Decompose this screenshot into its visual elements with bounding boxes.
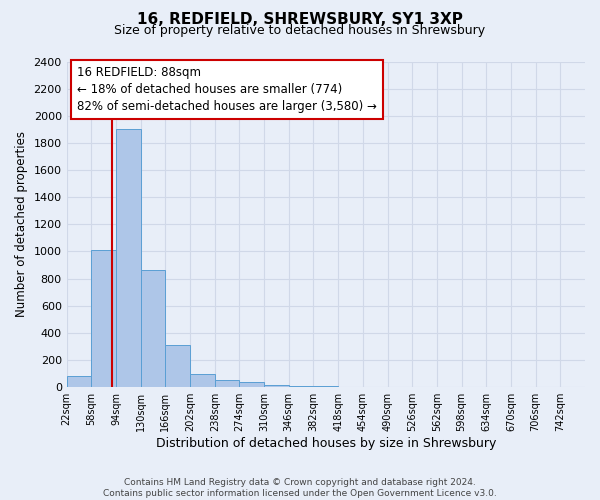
Bar xyxy=(116,130,141,387)
Bar xyxy=(239,382,264,387)
Bar xyxy=(91,250,116,387)
Bar xyxy=(141,270,166,387)
Bar xyxy=(289,386,313,387)
Bar xyxy=(338,386,363,387)
Y-axis label: Number of detached properties: Number of detached properties xyxy=(15,132,28,318)
Text: 16 REDFIELD: 88sqm
← 18% of detached houses are smaller (774)
82% of semi-detach: 16 REDFIELD: 88sqm ← 18% of detached hou… xyxy=(77,66,377,114)
Text: 16, REDFIELD, SHREWSBURY, SY1 3XP: 16, REDFIELD, SHREWSBURY, SY1 3XP xyxy=(137,12,463,28)
Bar xyxy=(67,376,91,387)
Text: Size of property relative to detached houses in Shrewsbury: Size of property relative to detached ho… xyxy=(115,24,485,37)
Text: Contains HM Land Registry data © Crown copyright and database right 2024.
Contai: Contains HM Land Registry data © Crown c… xyxy=(103,478,497,498)
Bar xyxy=(215,380,239,387)
Bar xyxy=(166,345,190,387)
Bar xyxy=(264,385,289,387)
Bar xyxy=(363,386,388,387)
Bar xyxy=(190,374,215,387)
Bar xyxy=(313,386,338,387)
X-axis label: Distribution of detached houses by size in Shrewsbury: Distribution of detached houses by size … xyxy=(155,437,496,450)
